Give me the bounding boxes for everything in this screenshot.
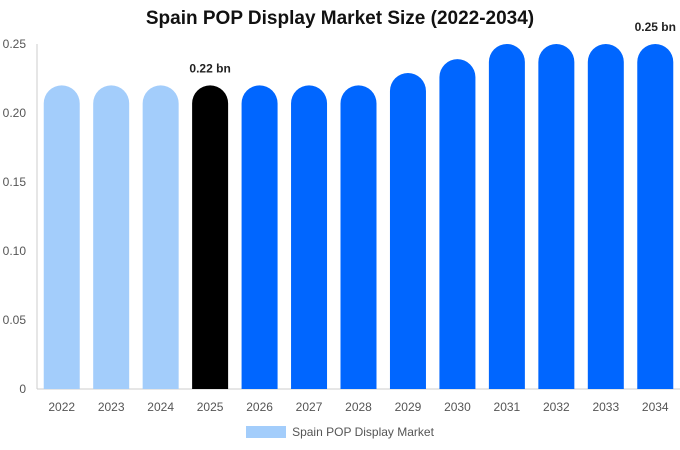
bar-2034[interactable]: [637, 44, 674, 389]
bar-2026[interactable]: [241, 85, 278, 389]
x-tick-label: 2032: [543, 400, 570, 414]
x-tick-label: 2023: [98, 400, 125, 414]
bar-2030[interactable]: [439, 59, 476, 390]
bar-2033[interactable]: [587, 44, 624, 389]
bar-2028[interactable]: [340, 85, 377, 390]
legend-swatch: [246, 426, 287, 438]
bar-2029[interactable]: [389, 72, 426, 389]
y-tick-label: 0.15: [3, 175, 27, 189]
y-tick-label: 0.10: [3, 244, 27, 258]
x-tick-label: 2033: [592, 400, 619, 414]
y-tick-label: 0.20: [3, 106, 27, 120]
bar-2025[interactable]: [192, 85, 229, 390]
x-tick-label: 2031: [494, 400, 521, 414]
bar-2024[interactable]: [142, 85, 179, 390]
bar-2027[interactable]: [291, 85, 328, 390]
x-tick-label: 2022: [48, 400, 75, 414]
bar-2032[interactable]: [538, 44, 575, 389]
x-tick-label: 2029: [395, 400, 422, 414]
x-tick-label: 2027: [296, 400, 323, 414]
data-labels: 0.22 bn 0.25 bn: [189, 20, 676, 75]
x-tick-label: 2028: [345, 400, 372, 414]
x-axis: 2022 2023 2024 2025 2026 2027 2028 2029 2030 2031…: [37, 388, 680, 414]
y-tick-label: 0.25: [3, 37, 27, 51]
y-axis: 0 0.05 0.10 0.15 0.20 0.25: [3, 37, 38, 396]
x-tick-label: 2024: [147, 400, 174, 414]
bar-2023[interactable]: [93, 85, 130, 390]
y-tick-label: 0: [19, 382, 26, 396]
x-tick-label: 2025: [197, 400, 224, 414]
x-tick-label: 2030: [444, 400, 471, 414]
chart-title: Spain POP Display Market Size (2022-2034…: [145, 8, 535, 29]
x-tick-label: 2026: [246, 400, 273, 414]
legend[interactable]: Spain POP Display Market: [0, 425, 680, 439]
bar-2022[interactable]: [43, 85, 80, 390]
data-label-2034: 0.25 bn: [635, 20, 676, 34]
data-label-2025: 0.22 bn: [189, 61, 230, 75]
legend-label: Spain POP Display Market: [292, 425, 434, 439]
x-tick-label: 2034: [642, 400, 669, 414]
y-tick-label: 0.05: [3, 313, 27, 327]
bars: [43, 43, 674, 390]
bar-2031[interactable]: [488, 43, 525, 389]
